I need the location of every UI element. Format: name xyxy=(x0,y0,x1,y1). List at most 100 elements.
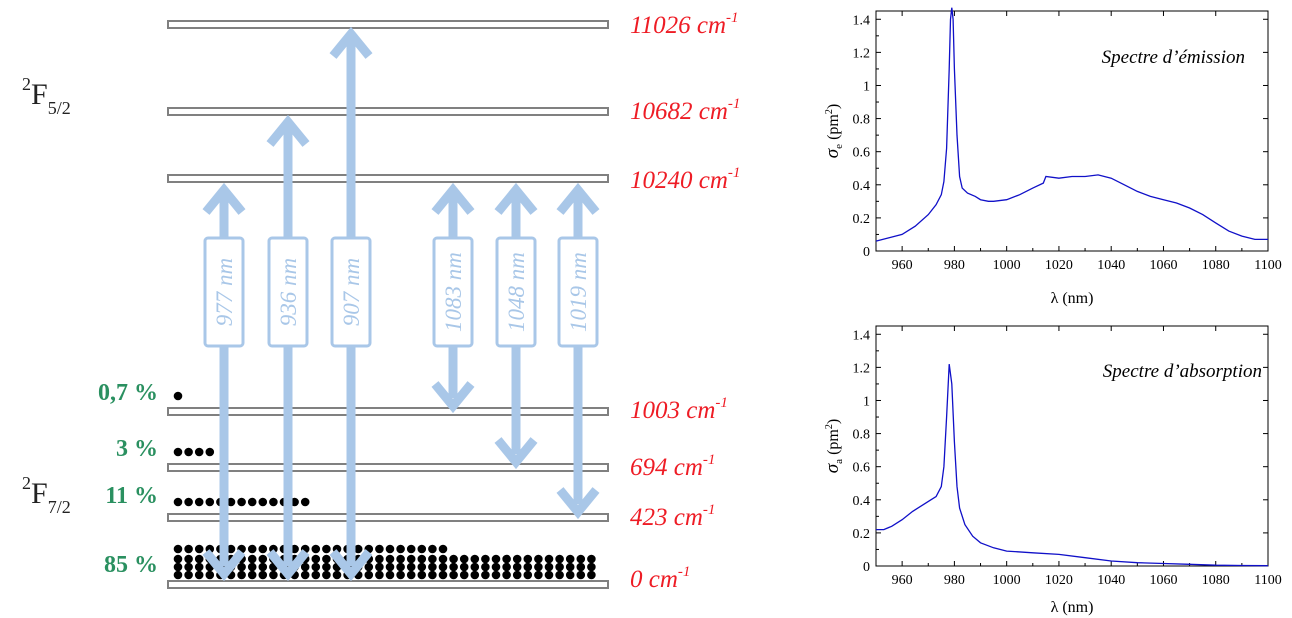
population-dot xyxy=(438,544,448,554)
population-dot xyxy=(523,570,533,580)
energy-label-10682: 10682 cm-1 xyxy=(630,96,740,125)
y-tick-label: 0.4 xyxy=(853,494,871,509)
population-dot xyxy=(406,562,416,572)
population-dot xyxy=(258,544,268,554)
population-dot xyxy=(406,554,416,564)
absorption-plot-frame xyxy=(875,325,1269,567)
x-tick-label: 1060 xyxy=(1149,573,1177,588)
population-dot xyxy=(205,570,215,580)
upper-term-label: 2F5/2 xyxy=(22,74,71,118)
population-dot xyxy=(417,554,427,564)
population-dot xyxy=(555,562,564,572)
population-dot xyxy=(375,544,384,554)
population-dot xyxy=(544,570,554,580)
population-dot xyxy=(502,570,511,580)
population-dot xyxy=(375,554,384,564)
population-dot xyxy=(375,562,384,572)
population-dot xyxy=(481,570,490,580)
y-tick-label: 1.2 xyxy=(853,361,871,376)
population-dot xyxy=(194,554,204,564)
emission-xlabel: λ (nm) xyxy=(1051,290,1094,307)
energy-label-11026: 11026 cm-1 xyxy=(630,10,739,39)
population-dot xyxy=(237,497,246,507)
y-tick-label: 0.2 xyxy=(853,212,871,227)
emission-title: Spectre d’émission xyxy=(1102,47,1245,68)
x-tick-label: 960 xyxy=(892,573,913,588)
population-dot xyxy=(512,554,522,564)
population-level-1003: 0,7 % xyxy=(98,380,158,406)
population-dot xyxy=(258,497,268,507)
population-dot xyxy=(173,554,183,564)
population-dot xyxy=(247,497,257,507)
transition-936: 936 nm xyxy=(266,114,310,582)
population-dot xyxy=(459,562,469,572)
population-dot xyxy=(322,562,331,572)
x-tick-label: 1100 xyxy=(1254,573,1281,588)
population-dot xyxy=(449,570,458,580)
population-dot xyxy=(449,554,458,564)
population-dot xyxy=(534,570,543,580)
population-dot xyxy=(544,554,554,564)
population-dot xyxy=(173,570,183,580)
population-dot xyxy=(523,554,533,564)
population-dot xyxy=(353,544,363,554)
population-dot xyxy=(565,562,575,572)
population-dot xyxy=(406,570,416,580)
transition-977-label: 977 nm xyxy=(212,258,237,326)
y-tick-label: 0.4 xyxy=(853,179,871,194)
population-dot xyxy=(417,562,427,572)
population-dot xyxy=(194,497,204,507)
absorption-curve xyxy=(876,364,1269,567)
x-tick-label: 1020 xyxy=(1045,573,1073,588)
population-dot xyxy=(322,544,331,554)
y-tick-label: 0.2 xyxy=(853,527,871,542)
population-dot xyxy=(247,570,257,580)
population-dot xyxy=(555,570,564,580)
population-dot xyxy=(311,562,321,572)
population-dot xyxy=(269,497,278,507)
transition-907-label: 907 nm xyxy=(339,258,364,326)
population-dot xyxy=(555,554,564,564)
y-tick-label: 1.4 xyxy=(853,328,871,343)
x-tick-label: 1000 xyxy=(993,573,1021,588)
population-dot xyxy=(322,554,331,564)
population-dot xyxy=(184,544,193,554)
population-dot xyxy=(481,554,490,564)
emission-spectrum-chart: 960 980 1000 1020 1040 1060 1080 1100 0 0.2 0.4 0.… xyxy=(822,7,1282,307)
transition-977: 977 nm xyxy=(202,182,246,582)
y-tick-label: 0 xyxy=(863,560,870,575)
population-dot xyxy=(364,570,374,580)
population-dot xyxy=(237,562,246,572)
population-dot xyxy=(385,554,395,564)
x-tick-label: 1080 xyxy=(1202,258,1230,273)
transition-1019: 1019 nm xyxy=(556,182,600,520)
population-dot xyxy=(470,562,480,572)
population-dot xyxy=(396,544,405,554)
population-dot xyxy=(449,562,458,572)
population-level-694: 3 % xyxy=(116,436,158,462)
population-dot xyxy=(226,544,236,554)
transition-1048-label: 1048 nm xyxy=(504,252,529,332)
population-dot xyxy=(311,544,321,554)
absorption-spectrum-chart: 960 980 1000 1020 1040 1060 1080 1100 0 0.2 0.4 0.… xyxy=(822,325,1282,616)
energy-label-0: 0 cm-1 xyxy=(630,564,690,593)
population-dot xyxy=(534,562,543,572)
population-dot xyxy=(194,544,204,554)
population-dot xyxy=(565,570,575,580)
y-tick-label: 1.4 xyxy=(853,13,871,28)
transition-1048: 1048 nm xyxy=(494,182,538,470)
population-dot xyxy=(173,497,183,507)
y-tick-label: 0.8 xyxy=(853,113,871,128)
population-dot xyxy=(459,554,469,564)
population-dot xyxy=(258,570,268,580)
population-dot xyxy=(470,570,480,580)
population-dot xyxy=(173,447,183,457)
population-dot xyxy=(544,562,554,572)
x-tick-label: 1080 xyxy=(1202,573,1230,588)
x-tick-label: 1000 xyxy=(993,258,1021,273)
population-dot xyxy=(576,570,586,580)
population-dot xyxy=(311,554,321,564)
population-dot xyxy=(385,544,395,554)
emission-curve xyxy=(875,7,1268,242)
